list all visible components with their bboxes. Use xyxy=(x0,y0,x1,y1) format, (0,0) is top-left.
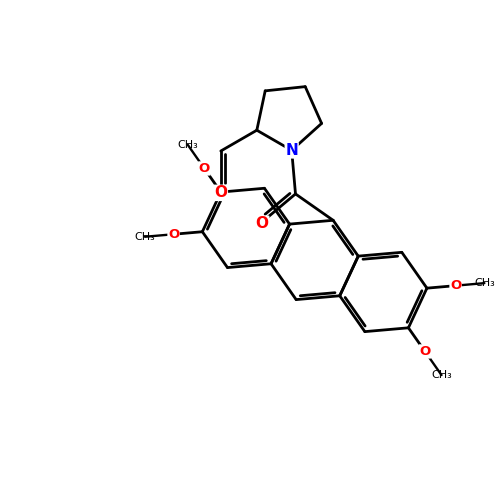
Text: CH₃: CH₃ xyxy=(178,140,198,150)
Text: O: O xyxy=(198,162,210,175)
Text: O: O xyxy=(420,345,430,358)
Text: CH₃: CH₃ xyxy=(431,370,452,380)
Text: N: N xyxy=(286,143,298,158)
Text: CH₃: CH₃ xyxy=(134,232,156,242)
Text: CH₃: CH₃ xyxy=(474,278,494,288)
Text: O: O xyxy=(168,228,179,240)
Text: O: O xyxy=(450,279,462,292)
Text: O: O xyxy=(256,216,268,232)
Text: O: O xyxy=(214,186,228,200)
